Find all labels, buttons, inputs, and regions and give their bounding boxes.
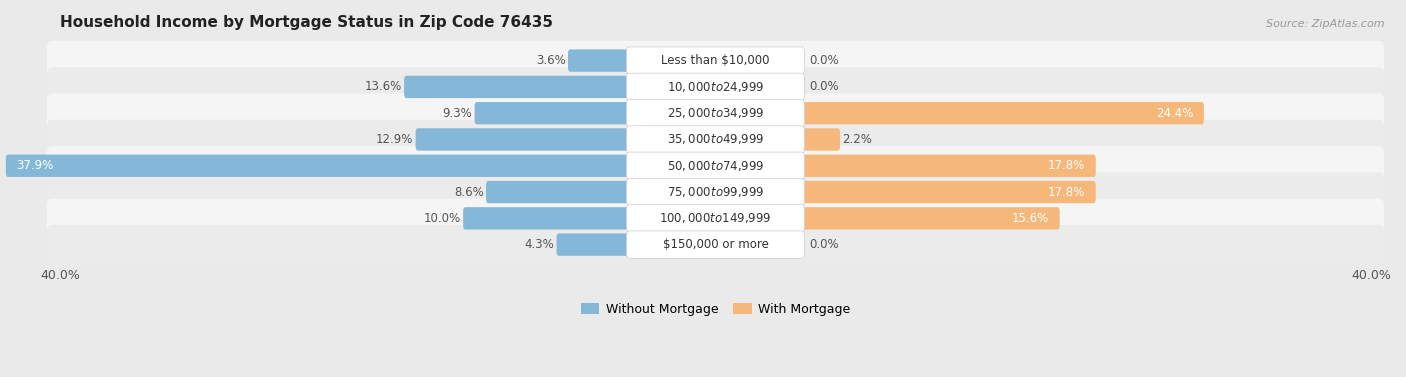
- FancyBboxPatch shape: [46, 199, 1384, 238]
- Text: Household Income by Mortgage Status in Zip Code 76435: Household Income by Mortgage Status in Z…: [60, 15, 553, 30]
- FancyBboxPatch shape: [557, 233, 631, 256]
- FancyBboxPatch shape: [6, 155, 631, 177]
- Text: 0.0%: 0.0%: [810, 238, 839, 251]
- FancyBboxPatch shape: [46, 146, 1384, 185]
- FancyBboxPatch shape: [46, 120, 1384, 159]
- Text: 17.8%: 17.8%: [1047, 159, 1085, 172]
- Text: 10.0%: 10.0%: [423, 212, 461, 225]
- Text: 4.3%: 4.3%: [524, 238, 554, 251]
- Text: 37.9%: 37.9%: [17, 159, 53, 172]
- Text: 9.3%: 9.3%: [443, 107, 472, 120]
- FancyBboxPatch shape: [799, 102, 1204, 124]
- Text: 13.6%: 13.6%: [364, 80, 402, 93]
- FancyBboxPatch shape: [627, 231, 804, 258]
- FancyBboxPatch shape: [627, 47, 804, 74]
- FancyBboxPatch shape: [404, 76, 631, 98]
- FancyBboxPatch shape: [799, 181, 1095, 203]
- FancyBboxPatch shape: [46, 172, 1384, 212]
- FancyBboxPatch shape: [568, 49, 631, 72]
- Text: 24.4%: 24.4%: [1156, 107, 1194, 120]
- FancyBboxPatch shape: [416, 128, 631, 151]
- FancyBboxPatch shape: [486, 181, 631, 203]
- Text: 12.9%: 12.9%: [375, 133, 413, 146]
- FancyBboxPatch shape: [46, 67, 1384, 107]
- Text: 3.6%: 3.6%: [536, 54, 565, 67]
- Text: 8.6%: 8.6%: [454, 185, 484, 199]
- Text: $75,000 to $99,999: $75,000 to $99,999: [666, 185, 765, 199]
- Text: 0.0%: 0.0%: [810, 80, 839, 93]
- FancyBboxPatch shape: [627, 126, 804, 153]
- FancyBboxPatch shape: [46, 225, 1384, 264]
- Text: Less than $10,000: Less than $10,000: [661, 54, 769, 67]
- Text: 15.6%: 15.6%: [1012, 212, 1049, 225]
- FancyBboxPatch shape: [475, 102, 631, 124]
- FancyBboxPatch shape: [463, 207, 631, 230]
- FancyBboxPatch shape: [799, 207, 1060, 230]
- FancyBboxPatch shape: [627, 178, 804, 206]
- FancyBboxPatch shape: [799, 128, 839, 151]
- FancyBboxPatch shape: [627, 205, 804, 232]
- FancyBboxPatch shape: [627, 100, 804, 127]
- Legend: Without Mortgage, With Mortgage: Without Mortgage, With Mortgage: [575, 298, 855, 321]
- FancyBboxPatch shape: [799, 155, 1095, 177]
- Text: $25,000 to $34,999: $25,000 to $34,999: [666, 106, 765, 120]
- Text: 2.2%: 2.2%: [842, 133, 872, 146]
- FancyBboxPatch shape: [46, 41, 1384, 80]
- Text: $10,000 to $24,999: $10,000 to $24,999: [666, 80, 765, 94]
- Text: $50,000 to $74,999: $50,000 to $74,999: [666, 159, 765, 173]
- FancyBboxPatch shape: [46, 93, 1384, 133]
- Text: 17.8%: 17.8%: [1047, 185, 1085, 199]
- FancyBboxPatch shape: [627, 152, 804, 179]
- FancyBboxPatch shape: [627, 73, 804, 101]
- Text: $100,000 to $149,999: $100,000 to $149,999: [659, 211, 772, 225]
- Text: Source: ZipAtlas.com: Source: ZipAtlas.com: [1267, 19, 1385, 29]
- Text: $35,000 to $49,999: $35,000 to $49,999: [666, 132, 765, 147]
- Text: $150,000 or more: $150,000 or more: [662, 238, 769, 251]
- Text: 0.0%: 0.0%: [810, 54, 839, 67]
